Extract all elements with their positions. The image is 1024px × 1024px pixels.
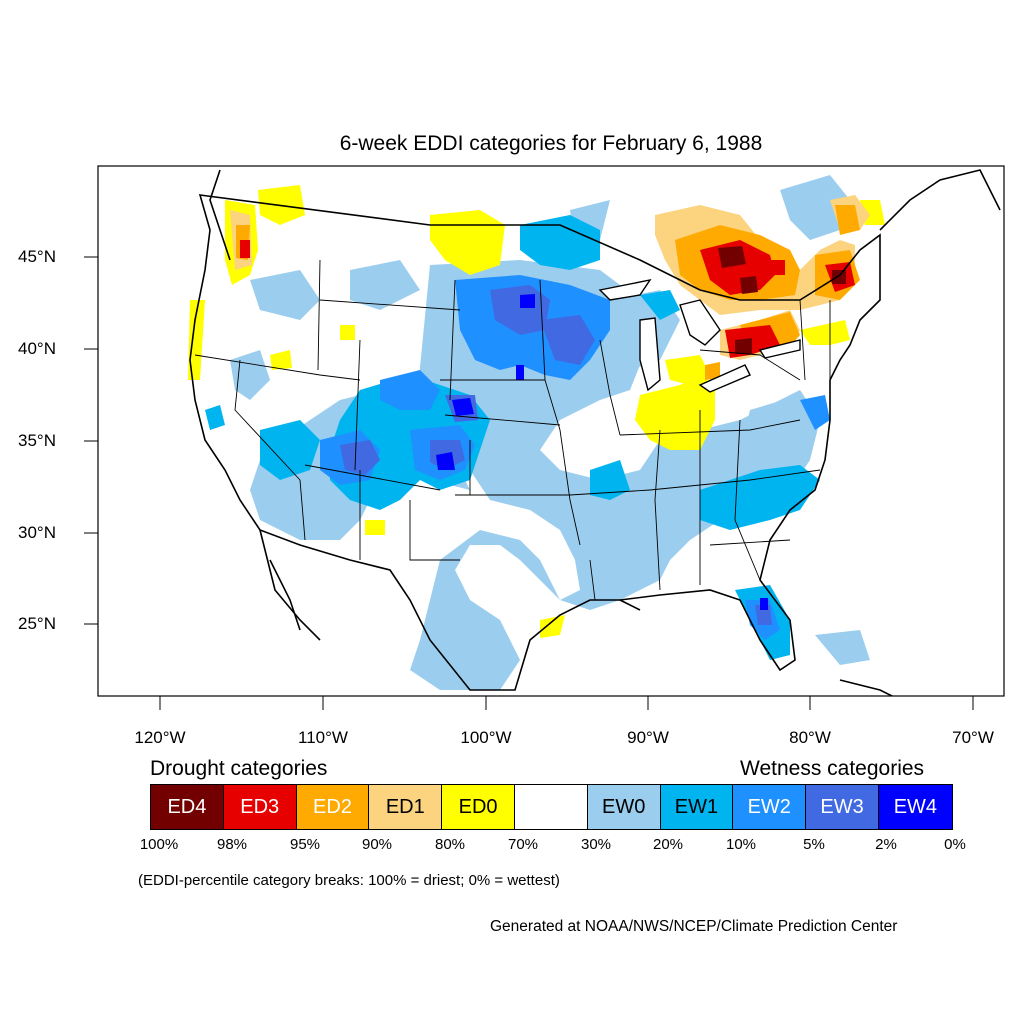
drought-heading: Drought categories: [150, 757, 328, 780]
legend-cell-ed0: ED0: [442, 785, 515, 829]
break-label: 0%: [944, 836, 966, 853]
break-label: 90%: [361, 836, 393, 853]
lat-label-40: 40°N: [18, 339, 56, 358]
break-label: 70%: [507, 836, 539, 853]
ed4-regions: [718, 246, 846, 354]
lat-ticks: [84, 256, 98, 625]
lon-label-110: 110°W: [298, 728, 348, 747]
lon-ticks: [159, 696, 974, 710]
break-label: 5%: [803, 836, 825, 853]
legend-cell-ew0: EW0: [587, 785, 661, 829]
legend-cell-ew1: EW1: [660, 785, 734, 829]
conus-outline: [189, 194, 881, 691]
lon-label-90: 90°W: [627, 728, 669, 747]
legend-cell-ew4: EW4: [878, 785, 952, 829]
lon-label-70: 70°W: [952, 728, 994, 747]
map-frame: [97, 165, 1005, 697]
lon-label-80: 80°W: [789, 728, 831, 747]
legend-cell-ew3: EW3: [806, 785, 879, 829]
lon-label-120: 120°W: [134, 728, 186, 747]
legend-note: (EDDI-percentile category breaks: 100% =…: [138, 872, 560, 889]
state-boundaries: [194, 259, 831, 601]
map-title: 6-week EDDI categories for February 6, 1…: [339, 132, 763, 155]
lon-label-100: 100°W: [460, 728, 512, 747]
break-label: 80%: [434, 836, 466, 853]
lat-label-35: 35°N: [18, 431, 56, 450]
lat-label-25: 25°N: [18, 614, 56, 633]
ew4-regions: [436, 294, 768, 610]
break-label: 98%: [216, 836, 248, 853]
legend-cell-ed4: ED4: [151, 785, 224, 829]
great-lakes: [598, 278, 801, 393]
credit-line: Generated at NOAA/NWS/NCEP/Climate Predi…: [490, 918, 898, 935]
legend-cell-ew2: EW2: [733, 785, 807, 829]
legend-cell-neutral: [514, 785, 588, 829]
lat-label-30: 30°N: [18, 523, 56, 542]
break-label: 95%: [289, 836, 321, 853]
break-label: 2%: [875, 836, 897, 853]
lat-label-45: 45°N: [18, 247, 56, 266]
break-label: 10%: [725, 836, 757, 853]
legend-cell-ed1: ED1: [369, 785, 443, 829]
legend-cell-ed2: ED2: [296, 785, 370, 829]
break-label: 30%: [580, 836, 612, 853]
wetness-heading: Wetness categories: [740, 757, 925, 780]
category-legend: ED4 ED3 ED2 ED1 ED0 EW0 EW1 EW2 EW3 EW4: [150, 784, 953, 830]
legend-cell-ed3: ED3: [223, 785, 297, 829]
break-label: 20%: [652, 836, 684, 853]
break-label: 100%: [139, 836, 179, 853]
international-coast: [209, 169, 1001, 696]
